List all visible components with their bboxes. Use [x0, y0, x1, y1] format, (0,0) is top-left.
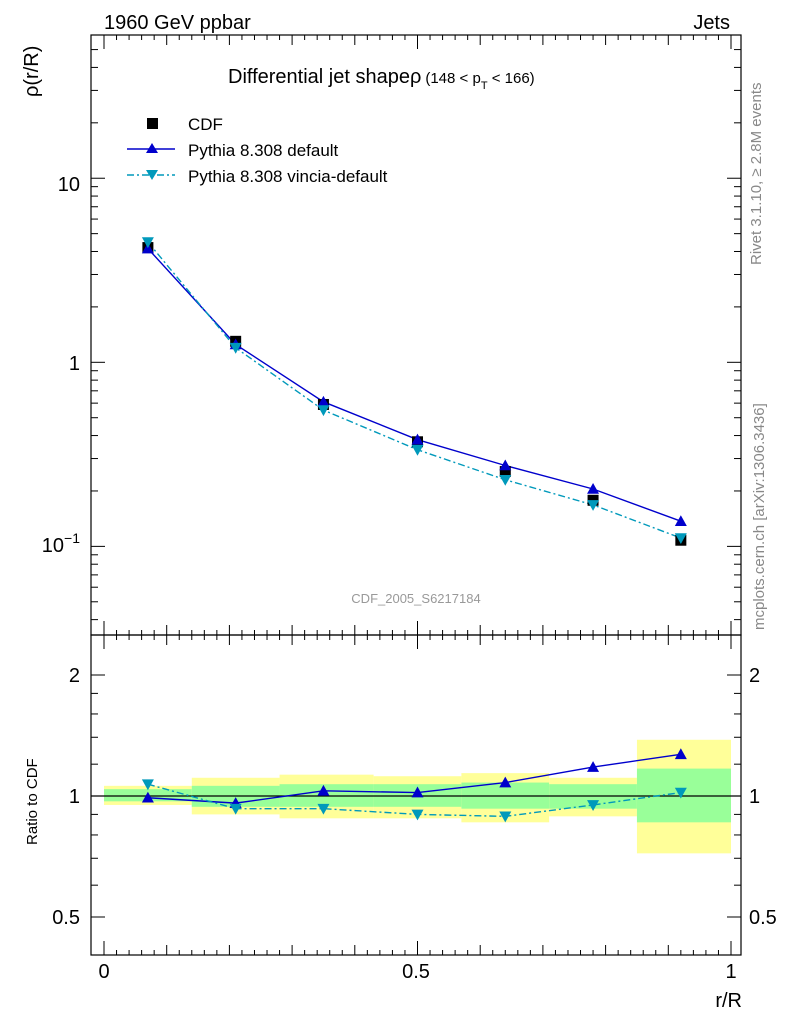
ratio-default-point: [317, 784, 330, 796]
ratio-vincia-point: [317, 803, 330, 815]
legend-vincia-marker: [146, 170, 158, 180]
ratio-vincia-point: [499, 811, 512, 823]
legend-item-default: Pythia 8.308 default: [127, 141, 339, 160]
rivet-label: Rivet 3.1.10, ≥ 2.8M events: [748, 83, 765, 266]
xtick-label-1: 1: [725, 961, 736, 983]
mcplots-label: mcplots.cern.ch [arXiv:1306.3436]: [751, 403, 768, 630]
x-axis-label: r/R: [715, 990, 742, 1012]
legend-cdf-marker: [147, 118, 158, 129]
ratio-ylabel: Ratio to CDF: [24, 758, 41, 845]
header-right: Jets: [693, 12, 730, 34]
default-point: [674, 515, 687, 527]
legend-item-cdf: CDF: [147, 115, 223, 134]
ratio-vincia-point: [674, 787, 687, 799]
ytick-label-0.1: 10−1: [42, 530, 80, 557]
main-ylabel: ρ(r/R): [21, 46, 43, 97]
default-point: [499, 459, 512, 471]
header-left: 1960 GeV ppbar: [104, 12, 251, 34]
legend-item-vincia: Pythia 8.308 vincia-default: [127, 167, 388, 186]
default-point: [317, 395, 330, 407]
ratio-ytick-right-1: 1: [749, 786, 760, 808]
ratio-panel: Ratio to CDF 2 1 0.5 2 1 0.5 0 0.5 1 r/R: [24, 634, 777, 1012]
ratio-ytick-left-2: 2: [69, 665, 80, 687]
default-point: [411, 433, 424, 445]
vincia-point: [674, 533, 687, 545]
ratio-ytick-right-2: 2: [749, 665, 760, 687]
legend-default-label: Pythia 8.308 default: [188, 141, 339, 160]
ratio-default-point: [411, 786, 424, 798]
watermark: CDF_2005_S6217184: [351, 591, 480, 606]
cdf-point: [499, 466, 511, 478]
ratio-ytick-right-0.5: 0.5: [749, 907, 777, 929]
ratio-vincia-point: [411, 809, 424, 821]
xtick-label-0: 0: [98, 961, 109, 983]
ratio-ytick-left-0.5: 0.5: [52, 907, 80, 929]
ratio-vincia-point: [229, 803, 242, 815]
ytick-label-1: 1: [69, 353, 80, 375]
ratio-default-point: [587, 761, 600, 772]
ratio-frame: [90, 634, 742, 956]
ratio-default-point: [674, 748, 687, 760]
main-title: Differential jet shapeρ (148 < pT < 166): [228, 66, 535, 92]
ratio-vincia-point: [587, 800, 600, 811]
ratio-default-point: [141, 791, 154, 803]
legend: CDF Pythia 8.308 default Pythia 8.308 vi…: [127, 115, 388, 186]
vincia-point: [411, 444, 424, 456]
ratio-vincia-point: [141, 779, 154, 791]
vincia-point: [317, 405, 330, 417]
vincia-point: [141, 237, 154, 249]
vincia-point: [587, 500, 600, 511]
xtick-label-0.5: 0.5: [402, 961, 430, 983]
legend-vincia-label: Pythia 8.308 vincia-default: [188, 167, 388, 186]
ratio-default-point: [499, 776, 512, 788]
series-default-line: [147, 248, 682, 522]
legend-cdf-label: CDF: [188, 115, 223, 134]
legend-default-marker: [146, 143, 158, 153]
ratio-ytick-left-1: 1: [69, 786, 80, 808]
vincia-point: [499, 474, 512, 486]
main-panel: Differential jet shapeρ (148 < pT < 166) …: [21, 34, 742, 649]
vincia-point: [229, 342, 242, 354]
ytick-label-10: 10: [58, 174, 80, 196]
default-point: [587, 482, 600, 494]
series-vincia-line: [147, 241, 682, 539]
